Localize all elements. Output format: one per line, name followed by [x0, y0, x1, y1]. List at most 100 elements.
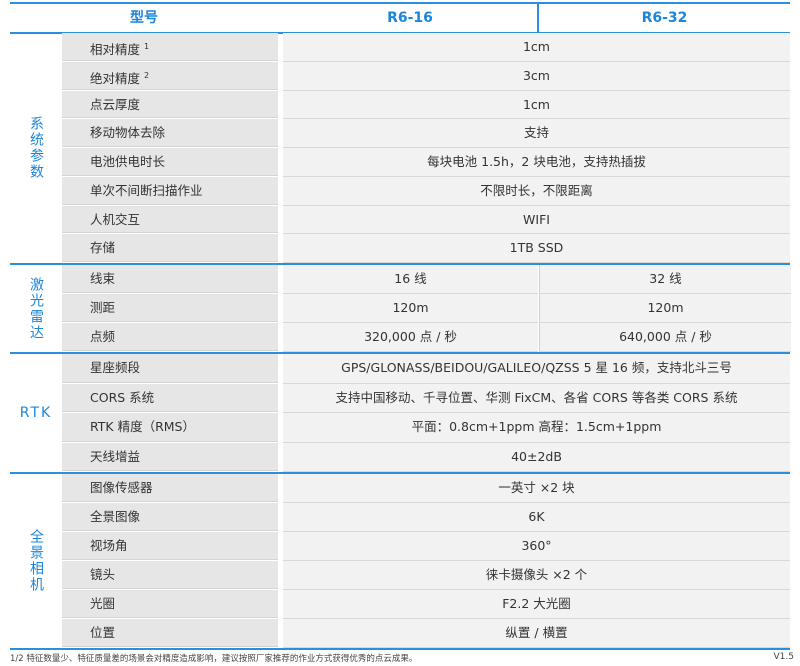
value-cell: 3cm [283, 61, 790, 91]
section: RTK 星座频段 GPS/GLONASS/BEIDOU/GALILEO/QZSS 5… [10, 354, 790, 474]
table-row: 移动物体去除 支持 [62, 119, 790, 148]
value-cell-r6-32: 32 线 [539, 265, 791, 294]
param-cell: 镜头 [62, 561, 278, 589]
param-label: 全景图像 [90, 509, 141, 524]
value-cell: 1cm [283, 90, 790, 120]
param-label: 移动物体去除 [90, 125, 166, 141]
table-row: 点频 320,000 点 / 秒 640,000 点 / 秒 [62, 323, 791, 352]
table-row: 单次不间断扫描作业 不限时长，不限距离 [62, 176, 790, 206]
table-row: 电池供电时长 每块电池 1.5h，2 块电池，支持热插拔 [62, 148, 790, 177]
value-cell: 1cm [283, 33, 790, 62]
table-row: 镜头 徕卡摄像头 ×2 个 [62, 561, 790, 590]
param-cell: 光圈 [62, 590, 278, 618]
category-label: 系统参数 [28, 116, 44, 180]
value-cell: GPS/GLONASS/BEIDOU/GALILEO/QZSS 5 星 16 频… [283, 354, 790, 384]
param-label: 星座频段 [90, 360, 141, 375]
param-label: 图像传感器 [90, 480, 153, 495]
param-cell: 相对精度 1 [62, 33, 278, 61]
param-label: 线束 [90, 271, 116, 286]
value-cell-r6-16: 320,000 点 / 秒 [283, 323, 538, 352]
param-label: 光圈 [90, 596, 116, 611]
table-row: CORS 系统 支持中国移动、千寻位置、华测 FixCM、各省 CORS 等各类 … [62, 383, 790, 413]
param-label: 点频 [90, 329, 116, 344]
param-label: 测距 [90, 300, 116, 315]
param-label: 视场角 [90, 538, 128, 553]
table-row: 星座频段 GPS/GLONASS/BEIDOU/GALILEO/QZSS 5 星 … [62, 354, 790, 384]
param-cell: 位置 [62, 619, 278, 647]
value-cell: WIFI [283, 205, 790, 235]
footnote-ref: 2 [144, 70, 150, 80]
param-label: CORS 系统 [90, 389, 155, 405]
param-cell: 移动物体去除 [62, 119, 278, 147]
value-cell: 不限时长，不限距离 [283, 176, 790, 206]
table-row: 点云厚度 1cm [62, 90, 790, 120]
value-cell: 支持 [283, 119, 790, 148]
value-cell: F2.2 大光圈 [283, 590, 790, 619]
param-cell: 单次不间断扫描作业 [62, 176, 278, 205]
table-row: 绝对精度 2 3cm [62, 61, 790, 91]
param-cell: CORS 系统 [62, 383, 278, 412]
value-cell-r6-16: 16 线 [283, 265, 538, 294]
section: 全景相机 图像传感器 一英寸 ×2 块全景图像 6K 视场角 360° 镜头 徕卡摄像头 ×2… [10, 474, 790, 650]
table-row: 全景图像 6K [62, 503, 790, 532]
param-label: 相对精度 [90, 42, 141, 58]
table-row: 相对精度 1 1cm [62, 33, 790, 62]
param-cell: 图像传感器 [62, 474, 278, 502]
param-label: 位置 [90, 625, 116, 640]
table-row: 位置 纵置 / 横置 [62, 619, 790, 648]
value-cell: 支持中国移动、千寻位置、华测 FixCM、各省 CORS 等各类 CORS 系统 [283, 383, 790, 413]
col-r6-32-header: R6-32 [641, 10, 688, 26]
param-label: 人机交互 [90, 211, 141, 227]
value-cell: 1TB SSD [283, 234, 790, 263]
table-row: 光圈 F2.2 大光圈 [62, 590, 790, 619]
table-row: 线束 16 线 32 线 [62, 265, 791, 294]
param-cell: 绝对精度 2 [62, 61, 278, 90]
param-cell: 人机交互 [62, 205, 278, 234]
param-cell: 电池供电时长 [62, 148, 278, 176]
param-label: 点云厚度 [90, 96, 141, 112]
footnote: 1/2 特征数量少、特征质量差的场景会对精度造成影响，建议按照厂家推荐的作业方式… [10, 654, 418, 664]
param-label: 存储 [90, 240, 116, 256]
param-cell: 视场角 [62, 532, 278, 560]
value-cell-r6-32: 640,000 点 / 秒 [539, 323, 791, 352]
value-cell: 6K [283, 503, 790, 532]
value-cell-r6-16: 120m [283, 294, 538, 323]
table-row: 天线增益 40±2dB [62, 442, 790, 472]
param-cell: 天线增益 [62, 442, 278, 471]
param-label: 电池供电时长 [90, 154, 166, 169]
value-cell: 40±2dB [283, 442, 790, 472]
value-cell: 每块电池 1.5h，2 块电池，支持热插拔 [283, 148, 790, 177]
param-cell: 全景图像 [62, 503, 278, 531]
param-cell: 存储 [62, 234, 278, 262]
table-row: 存储 1TB SSD [62, 234, 790, 263]
category-label: RTK [19, 405, 53, 421]
section: 系统参数 相对精度 1 1cm 绝对精度 2 3cm 点云厚度 1cm 移动物体去除 支持 电池供… [10, 33, 790, 265]
param-label: RTK 精度（RMS） [90, 419, 195, 434]
category-label: 全景相机 [28, 529, 44, 593]
footnote-ref: 1 [144, 42, 150, 51]
table-header: 型号 R6-16 R6-32 [10, 2, 790, 34]
param-cell: RTK 精度（RMS） [62, 413, 278, 442]
param-label: 绝对精度 [90, 70, 141, 86]
col-r6-16-header: R6-16 [387, 10, 433, 26]
category-label: 激光雷达 [28, 276, 44, 341]
param-cell: 点云厚度 [62, 90, 278, 119]
param-cell: 点频 [62, 323, 278, 351]
param-cell: 测距 [62, 294, 278, 322]
value-cell: 徕卡摄像头 ×2 个 [283, 561, 790, 590]
value-cell-r6-32: 120m [539, 294, 791, 323]
value-cell: 一英寸 ×2 块 [283, 474, 790, 503]
model-header: 型号 [130, 10, 158, 26]
param-label: 天线增益 [90, 448, 141, 464]
table-row: RTK 精度（RMS） 平面：0.8cm+1ppm 高程：1.5cm+1ppm [62, 413, 790, 443]
table-row: 视场角 360° [62, 532, 790, 561]
param-cell: 星座频段 [62, 354, 278, 383]
param-label: 镜头 [90, 567, 116, 582]
version-label: V1.5 [773, 652, 794, 662]
param-label: 单次不间断扫描作业 [90, 182, 203, 198]
value-cell: 360° [283, 532, 790, 561]
table-row: 图像传感器 一英寸 ×2 块 [62, 474, 790, 503]
table-row: 测距 120m 120m [62, 294, 791, 323]
value-cell: 平面：0.8cm+1ppm 高程：1.5cm+1ppm [283, 413, 790, 443]
